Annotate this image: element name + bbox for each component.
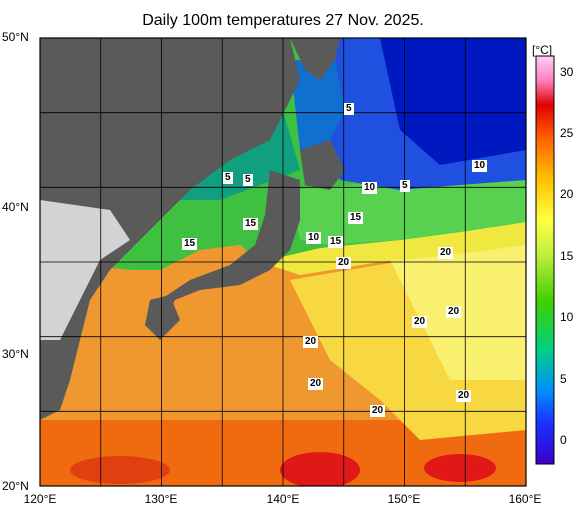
colorbar-tick-0: 0 — [560, 433, 567, 447]
contour-label: 10 — [472, 160, 488, 172]
lon-label-130: 130°E — [144, 492, 178, 506]
contour-label: 20 — [370, 405, 386, 417]
colorbar-tick-30: 30 — [560, 65, 574, 79]
contour-label: 20 — [438, 247, 454, 259]
contour-label: 20 — [308, 378, 324, 390]
contour-label: 15 — [348, 212, 364, 224]
colorbar — [535, 55, 555, 465]
colorbar-tick-5: 5 — [560, 372, 567, 386]
lat-label-20: 20°N — [2, 479, 29, 493]
contour-label: 15 — [182, 238, 198, 250]
lon-label-160: 160°E — [508, 492, 542, 506]
contour-label: 20 — [412, 316, 428, 328]
colorbar-tick-20: 20 — [560, 187, 574, 201]
contour-label: 20 — [446, 306, 462, 318]
contour-label: 15 — [243, 218, 259, 230]
contour-label: 5 — [344, 103, 354, 115]
colorbar-tick-15: 15 — [560, 249, 574, 263]
contour-label: 5 — [223, 172, 233, 184]
contour-label: 15 — [328, 236, 344, 248]
lon-label-120: 120°E — [23, 492, 57, 506]
contour-label: 5 — [400, 180, 410, 192]
contour-label: 20 — [336, 257, 352, 269]
contour-label: 20 — [456, 390, 472, 402]
contour-label: 5 — [243, 174, 253, 186]
contour-label: 10 — [362, 182, 378, 194]
lat-label-40: 40°N — [2, 200, 29, 214]
lon-label-150: 150°E — [387, 492, 421, 506]
lat-label-50: 50°N — [2, 30, 29, 44]
lat-label-30: 30°N — [2, 347, 29, 361]
contour-label: 20 — [303, 336, 319, 348]
colorbar-tick-25: 25 — [560, 126, 574, 140]
colorbar-unit: [°C] — [532, 43, 553, 57]
lon-label-140: 140°E — [266, 492, 300, 506]
contour-label: 10 — [306, 232, 322, 244]
map-title: Daily 100m temperatures 27 Nov. 2025. — [142, 12, 424, 29]
colorbar-tick-10: 10 — [560, 310, 574, 324]
